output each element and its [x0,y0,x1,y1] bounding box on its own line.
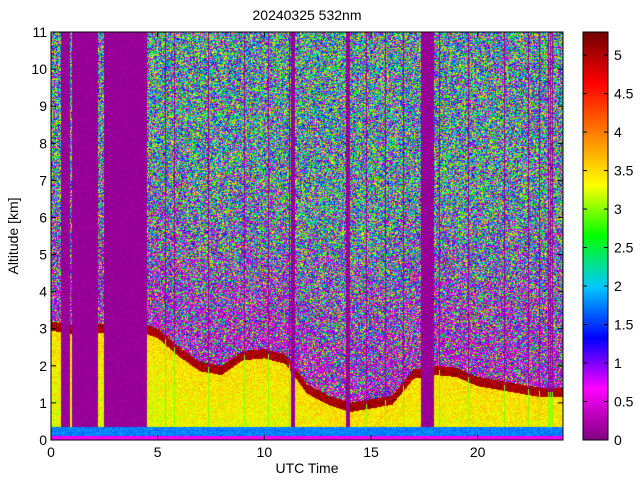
y-tick-label: 2 [39,358,47,374]
colorbar-tick-label: 3 [614,201,622,217]
plot-frame [50,31,564,441]
colorbar-tick-label: 1.5 [614,317,634,333]
chart-title: 20240325 532nm [253,7,362,23]
y-tick-label: 11 [32,24,47,40]
y-tick-label: 5 [39,247,47,263]
colorbar-tick-label: 5 [614,47,622,63]
x-tick-label: 5 [154,444,162,460]
x-tick-label: 10 [257,444,273,460]
y-tick-label: 10 [31,61,47,77]
backscatter-heatmap [51,32,563,440]
colorbar-gradient [582,31,609,441]
y-tick-label: 0 [39,432,47,448]
colorbar-tick-label: 0.5 [614,394,634,410]
colorbar-tick-label: 1 [614,355,622,371]
y-tick-label: 4 [39,284,47,300]
plot-area [50,31,564,441]
x-axis: 0 5 10 15 20 [47,32,486,460]
colorbar-tick-label: 2.5 [614,240,634,256]
y-axis-label: Altitude [km] [5,197,21,274]
colorbar-tick-label: 2 [614,278,622,294]
colorbar-tick-label: 4 [614,124,622,140]
x-axis-label: UTC Time [276,460,339,476]
y-tick-label: 8 [39,135,47,151]
y-axis: 0 1 2 3 4 5 6 7 8 9 10 11 [31,24,563,448]
y-tick-label: 6 [39,209,47,225]
x-tick-label: 15 [363,444,379,460]
colorbar: 0 0.5 1 1.5 2 2.5 3 3.5 4 4.5 5 [582,31,634,448]
x-tick-label: 0 [47,444,55,460]
colorbar-tick-label: 0 [614,432,622,448]
colorbar-ticks: 0 0.5 1 1.5 2 2.5 3 3.5 4 4.5 5 [583,47,634,448]
colorbar-tick-label: 4.5 [614,86,634,102]
y-tick-label: 3 [39,321,47,337]
y-tick-label: 1 [39,395,47,411]
y-tick-label: 7 [39,172,47,188]
colorbar-tick-label: 3.5 [614,163,634,179]
x-tick-label: 20 [470,444,486,460]
y-tick-label: 9 [39,98,47,114]
